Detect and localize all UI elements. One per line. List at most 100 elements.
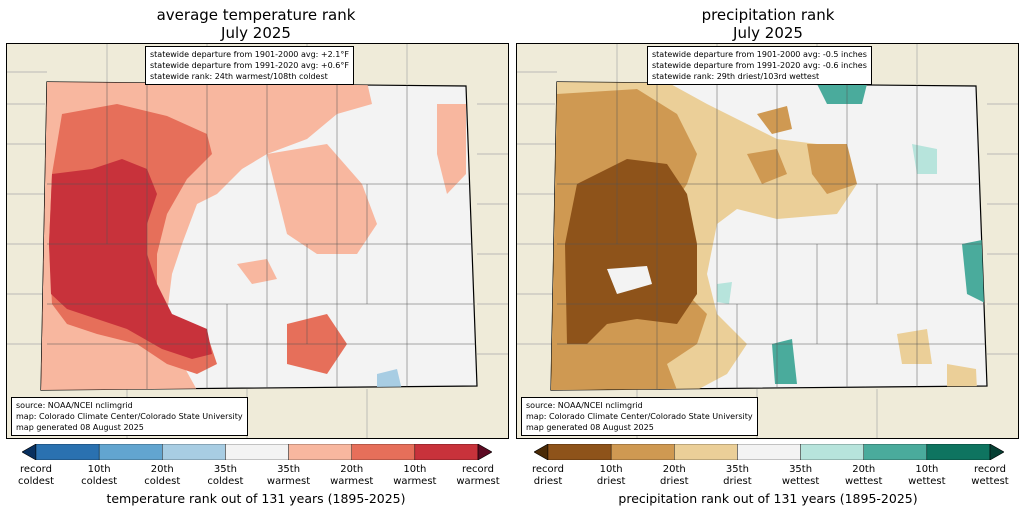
colorbar-tick-label-line1: 35th [213,464,237,475]
colorbar-tick-label-line1: 10th [87,464,111,475]
colorbar-segment [351,444,416,460]
colorbar-tick-label-line2: driest [660,476,689,487]
temperature-title-line1: average temperature rank [156,6,356,24]
colorbar-tick-label: 20th wettest [834,464,894,488]
colorbar-tick-label-line1: record [532,464,564,475]
colorbar-tick-label: 10th coldest [69,464,129,488]
colorbar-segment [225,444,289,460]
colorbar-tick-label: record coldest [6,464,66,488]
precipitation-map-title: precipitation rank July 2025 [512,6,1024,42]
colorbar-extension-high [989,444,1004,460]
colorbar-segment [98,444,163,460]
colorbar-tick-label-line1: 35th [277,464,301,475]
colorbar-tick-label-line2: driest [596,476,626,487]
colorbar-tick-label-line2: driest [533,476,563,487]
colorbar-tick-label: 20th driest [644,464,704,488]
colorado-state-shape [40,81,478,391]
colorbar-tick-label-line1: 35th [725,464,749,475]
temperature-map: statewide departure from 1901-2000 avg: … [6,43,509,439]
temperature-title-line2: July 2025 [221,24,291,42]
colorbar-tick-label-line1: 20th [150,464,174,475]
colorbar-segment [800,444,864,460]
stats-line: statewide departure from 1991-2020 avg: … [652,61,867,70]
colorbar-tick-label: 10th driest [581,464,641,488]
colorbar-tick-label: 35th driest [707,464,767,488]
colorbar-tick-label: 10th warmest [385,464,445,488]
precipitation-panel: precipitation rank July 2025 [512,0,1024,510]
colorbar-extension-low [22,444,37,460]
colorbar-tick-label: record driest [518,464,578,488]
colorbar-tick-label: 20th warmest [322,464,382,488]
precipitation-map: statewide departure from 1901-2000 avg: … [516,43,1019,439]
colorbar-tick-label-line1: 20th [852,464,876,475]
source-line: map: Colorado Climate Center/Colorado St… [526,412,753,421]
source-line: map: Colorado Climate Center/Colorado St… [16,412,243,421]
precipitation-colorbar [534,444,1004,460]
colorbar-tick-label: 10th wettest [897,464,957,488]
colorbar-tick-label-line2: warmest [330,476,374,487]
colorbar-tick-label-line2: wettest [844,476,883,487]
precipitation-map-svg [517,44,1018,438]
stats-line: statewide departure from 1991-2020 avg: … [150,61,349,70]
temperature-colorbar [22,444,492,460]
colorbar-extension-low [534,444,549,460]
colorbar-tick-label: record warmest [448,464,508,488]
precipitation-title-line2: July 2025 [733,24,803,42]
colorbar-tick-label-line2: coldest [207,476,244,487]
source-line: source: NOAA/NCEI nclimgrid [16,401,133,410]
colorbar-tick-label-line1: 10th [403,464,427,475]
colorbar-segment [674,444,738,460]
colorbar-tick-label-line1: 10th [915,464,939,475]
colorbar-segment [162,444,226,460]
colorbar-tick-label-line1: 20th [662,464,686,475]
colorbar-tick-label-line2: coldest [81,476,118,487]
precipitation-stats-box: statewide departure from 1901-2000 avg: … [647,46,872,85]
colorbar-tick-label-line1: 10th [599,464,623,475]
precipitation-title-line1: precipitation rank [701,6,835,24]
temperature-panel: average temperature rank July 2025 [0,6,512,506]
colorbar-segment [547,444,612,460]
colorbar-tick-label-line2: warmest [456,476,500,487]
colorbar-tick-label-line2: coldest [17,476,55,487]
colorbar-extension-high [477,444,492,460]
colorbar-tick-label-line2: coldest [144,476,181,487]
colorbar-tick-label-line2: warmest [393,476,437,487]
colorbar-tick-label-line2: driest [723,476,752,487]
temperature-colorbar-title: temperature rank out of 131 years (1895-… [106,491,406,506]
colorbar-tick-label-line2: wettest [781,476,820,487]
colorado-state-shape [550,81,988,391]
colorbar-segment [288,444,352,460]
source-line: source: NOAA/NCEI nclimgrid [526,401,643,410]
source-line: map generated 08 August 2025 [16,423,144,432]
colorbar-tick-label-line1: 20th [340,464,364,475]
colorbar-tick-label-line1: record [462,464,494,475]
stats-line: statewide departure from 1901-2000 avg: … [150,50,349,59]
temperature-map-title: average temperature rank July 2025 [0,6,512,42]
colorbar-segment [737,444,801,460]
precipitation-source-box: source: NOAA/NCEI nclimgrid map: Colorad… [521,397,758,436]
source-line: map generated 08 August 2025 [526,423,654,432]
precipitation-colorbar-title: precipitation rank out of 131 years (189… [618,491,918,506]
colorbar-segment [414,444,479,460]
colorbar-tick-label: 35th coldest [195,464,255,488]
colorbar-tick-label-line2: wettest [908,476,946,487]
colorbar-segment [35,444,100,460]
colorbar-tick-label: 35th warmest [259,464,319,488]
temperature-source-box: source: NOAA/NCEI nclimgrid map: Colorad… [11,397,248,436]
stats-line: statewide rank: 29th driest/103rd wettes… [652,72,820,81]
temperature-stats-box: statewide departure from 1901-2000 avg: … [145,46,354,85]
colorbar-tick-label: 20th coldest [132,464,192,488]
colorbar-tick-label-line2: wettest [971,476,1009,487]
stats-line: statewide departure from 1901-2000 avg: … [652,50,867,59]
colorbar-tick-label: 35th wettest [771,464,831,488]
colorbar-tick-label-line1: record [20,464,52,475]
temperature-map-svg [7,44,508,438]
stats-line: statewide rank: 24th warmest/108th colde… [150,72,328,81]
colorbar-tick-label-line1: record [974,464,1006,475]
colorbar-tick-label: record wettest [960,464,1020,488]
colorbar-segment [610,444,675,460]
colorbar-tick-label-line2: warmest [266,476,311,487]
colorbar-segment [926,444,991,460]
colorbar-segment [863,444,928,460]
colorbar-tick-label-line1: 35th [789,464,813,475]
